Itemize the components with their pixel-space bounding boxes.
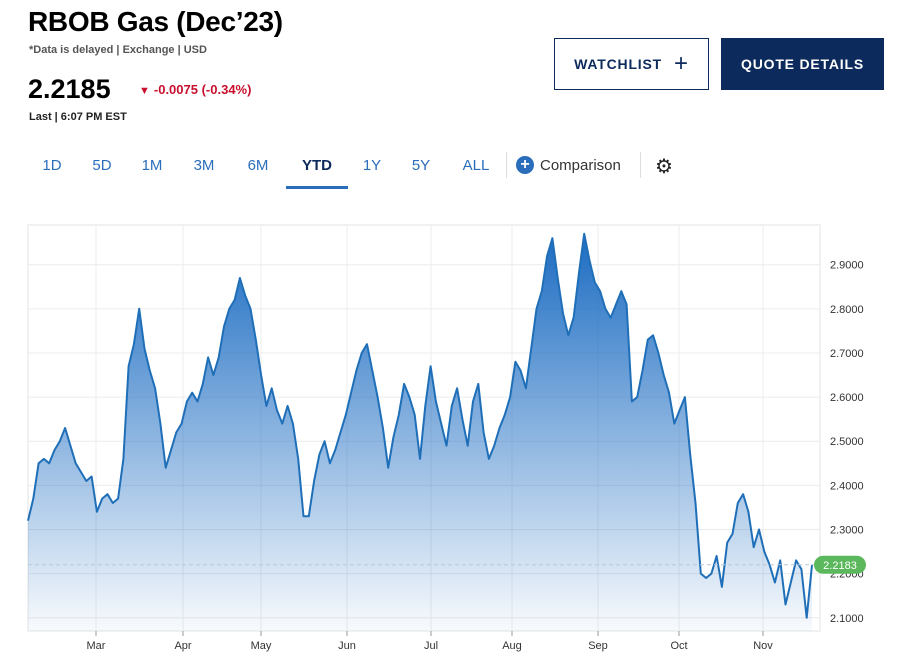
comparison-button[interactable]: + Comparison (516, 156, 621, 174)
x-tick-label: Apr (174, 640, 191, 652)
x-tick-label: Aug (502, 640, 522, 652)
tab-1y[interactable]: 1Y (362, 157, 382, 174)
tab-all[interactable]: ALL (462, 157, 490, 174)
last-updated: Last | 6:07 PM EST (29, 111, 127, 123)
price-change: ▼ -0.0075 (-0.34%) (139, 82, 251, 97)
data-delay-note: *Data is delayed | Exchange | USD (29, 44, 207, 56)
x-tick-label: Sep (588, 640, 608, 652)
gear-icon[interactable]: ⚙ (655, 156, 673, 178)
watchlist-label: WATCHLIST (574, 56, 662, 72)
tab-6m[interactable]: 6M (247, 157, 269, 174)
price-line (27, 232, 813, 619)
x-tick-label: Mar (87, 640, 106, 652)
tab-divider (640, 152, 641, 178)
watchlist-button[interactable]: WATCHLIST + (554, 38, 709, 90)
x-tick-label: Nov (753, 640, 773, 652)
y-tick-label: 2.8000 (830, 304, 864, 316)
y-tick-label: 2.9000 (830, 260, 864, 272)
last-price: 2.2185 (28, 74, 111, 104)
x-tick-label: Jul (424, 640, 438, 652)
tab-5y[interactable]: 5Y (411, 157, 431, 174)
comparison-label: Comparison (540, 156, 621, 174)
tab-1m[interactable]: 1M (141, 157, 163, 174)
y-tick-label: 2.6000 (830, 392, 864, 404)
triangle-down-icon: ▼ (139, 85, 150, 97)
y-tick-label: 2.4000 (830, 480, 864, 492)
price-chart: 2.9000 2.8000 2.7000 2.6000 2.5000 2.4000 2.30… (27, 224, 866, 652)
last-price-badge (814, 555, 866, 574)
x-tick-label: Jun (338, 640, 356, 652)
plus-circle-icon: + (516, 156, 534, 174)
tab-5d[interactable]: 5D (92, 157, 112, 174)
quote-details-button[interactable]: QUOTE DETAILS (721, 38, 884, 90)
last-price-label: 2.2183 (823, 560, 857, 572)
price-change-value: -0.0075 (-0.34%) (153, 82, 252, 97)
x-tick-label: May (251, 640, 272, 652)
tab-1d[interactable]: 1D (42, 157, 62, 174)
price-area (28, 233, 812, 632)
tab-3m[interactable]: 3M (193, 157, 215, 174)
tab-divider (506, 152, 507, 178)
x-tick-label: Oct (670, 640, 687, 652)
y-tick-label: 2.7000 (830, 348, 864, 360)
y-tick-label: 2.1000 (830, 613, 864, 625)
y-tick-label: 2.3000 (830, 525, 864, 537)
y-tick-label: 2.5000 (830, 436, 864, 448)
tab-ytd[interactable]: YTD (286, 150, 348, 189)
page-title: RBOB Gas (Dec’23) (28, 6, 283, 37)
plus-icon: + (674, 50, 689, 77)
